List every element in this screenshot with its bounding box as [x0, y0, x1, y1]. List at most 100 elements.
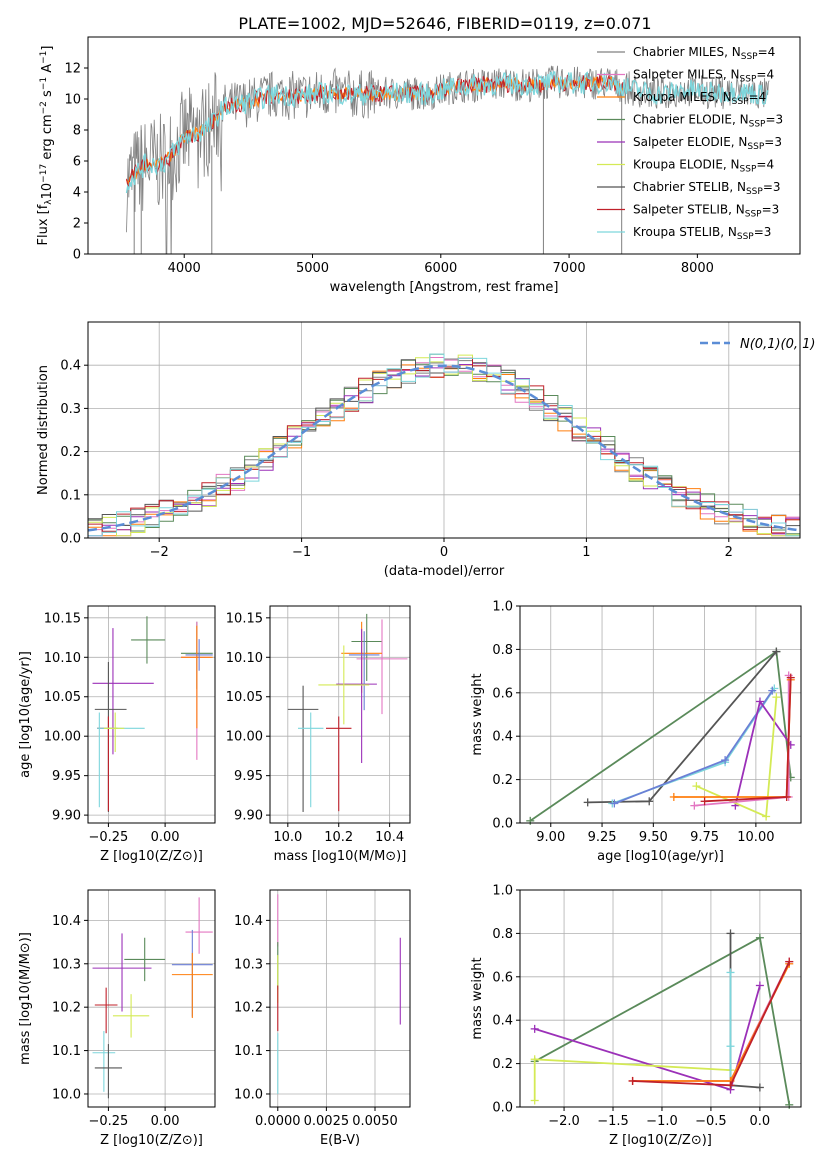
x-axis-label: age [log10(age/yr)] — [597, 849, 724, 864]
plot-frame — [269, 605, 411, 824]
y-tick-label: 0.6 — [492, 686, 513, 701]
y-axis-label: Normed distribution — [36, 365, 51, 495]
legend-sub: SSP — [745, 210, 762, 220]
y-tick-label: 9.95 — [52, 769, 81, 784]
weight-series — [729, 933, 760, 1089]
x-tick-label: 9.50 — [639, 830, 668, 845]
y-tick-label: 10.05 — [226, 690, 263, 705]
y-tick-label: 0.0 — [492, 1101, 513, 1116]
y-tick-label: 10.15 — [44, 611, 81, 626]
residual-histogram — [88, 353, 800, 537]
legend-sub: SSP — [747, 142, 764, 152]
x-tick-label: −2 — [150, 545, 169, 560]
legend-sub: SSP — [740, 75, 757, 85]
y-tick-label: 10.00 — [44, 730, 81, 745]
y-tick-label: 10.00 — [226, 730, 263, 745]
y-tick-label: 10.0 — [52, 1087, 81, 1102]
legend-label: Salpeter ELODIE, NSSP=3 — [633, 135, 782, 152]
histograms — [88, 353, 800, 537]
residuals-panel: −2 −1 0 1 2 0.0 0.1 0.2 0.3 0.4 (data-model)/error… — [36, 321, 816, 579]
legend-label: Salpeter MILES, NSSP=4 — [633, 68, 774, 85]
y-tick-label: 0.0 — [492, 817, 513, 832]
x-tick-label: −0.5 — [695, 1114, 727, 1129]
legend-text: Kroupa STELIB, N — [633, 225, 737, 239]
weight-series — [534, 985, 761, 1091]
y-tick-label: 9.95 — [234, 769, 263, 784]
x-tick-label: −1 — [292, 545, 311, 560]
y-tick-label: 0.2 — [492, 773, 513, 788]
x-tick-label: 6000 — [424, 261, 457, 276]
legend-value: =4 — [756, 158, 774, 172]
y-tick-label: 0.4 — [492, 730, 513, 745]
parameter-panels: −0.25 0.00 9.90 9.95 10.00 10.05 10.10 10.15 Z [… — [18, 600, 802, 1148]
x-tick-label: −0.25 — [88, 1114, 128, 1129]
legend-value: =3 — [762, 203, 780, 217]
legend-sub: SSP — [732, 97, 749, 107]
legend-label: Chabrier STELIB, NSSP=3 — [633, 180, 781, 197]
x-tick-label: 9.75 — [690, 830, 719, 845]
y-tick-label: 1.0 — [492, 600, 513, 615]
legend-value: =4 — [756, 68, 774, 82]
legend-value: =3 — [763, 180, 781, 194]
y-label-part: −1 — [39, 77, 49, 90]
legend-value: =3 — [754, 225, 772, 239]
y-tick-label: 9.90 — [234, 809, 263, 824]
legend-sub: SSP — [741, 52, 758, 62]
x-tick-label: 2 — [725, 545, 733, 560]
y-tick-label: 6 — [73, 155, 81, 170]
plot-frame — [87, 889, 216, 1108]
y-label-part: 10 — [40, 183, 55, 200]
x-axis-label: Z [log10(Z/Z⊙)] — [609, 1133, 712, 1148]
x-tick-label: 0.0050 — [352, 1114, 398, 1129]
spectrum-panel: 4000 5000 6000 7000 8000 0 2 4 6 8 10 12 wavelength … — [36, 36, 801, 295]
y-tick-label: 10.10 — [226, 651, 263, 666]
y-label-part: ] — [40, 46, 55, 51]
legend-text: Chabrier STELIB, N — [633, 180, 746, 194]
legend-value: =3 — [764, 135, 782, 149]
y-tick-label: 0.1 — [60, 488, 81, 503]
x-axis-label: E(B-V) — [320, 1133, 360, 1148]
x-axis-label: Z [log10(Z/Z⊙)] — [100, 1133, 203, 1148]
y-tick-label: 8 — [73, 124, 81, 139]
legend-label: Chabrier ELODIE, NSSP=3 — [633, 113, 783, 130]
y-tick-label: 0.4 — [492, 1014, 513, 1029]
x-tick-label: 5000 — [296, 261, 329, 276]
y-tick-label: 2 — [73, 217, 81, 232]
y-tick-label: 12 — [64, 62, 81, 77]
legend-text: Salpeter MILES, N — [633, 68, 740, 82]
plot-frame — [519, 605, 802, 824]
x-tick-label: 9.00 — [536, 830, 565, 845]
legend-label: N(0,1)(0, 1) — [740, 337, 816, 352]
y-tick-label: 9.90 — [52, 809, 81, 824]
y-tick-label: 10.2 — [52, 1001, 81, 1016]
y-tick-label: 1.0 — [492, 884, 513, 899]
plot-frame — [87, 36, 801, 255]
model-spectrum — [125, 71, 769, 194]
weight-series — [704, 677, 792, 803]
x-axis-label: wavelength [Angstrom, rest frame] — [330, 280, 559, 295]
x-axis-label: mass [log10(M/M⊙)] — [274, 849, 407, 864]
x-tick-label: 0.00 — [151, 830, 180, 845]
x-tick-label: −1.5 — [597, 1114, 629, 1129]
legend-text: Salpeter ELODIE, N — [633, 135, 747, 149]
legend-text: Chabrier ELODIE, N — [633, 113, 749, 127]
legend-label: Kroupa STELIB, NSSP=3 — [633, 225, 771, 242]
x-tick-label: 0.0000 — [255, 1114, 301, 1129]
y-tick-label: 0.6 — [492, 970, 513, 985]
x-tick-label: 0 — [440, 545, 448, 560]
legend-label: Chabrier MILES, NSSP=4 — [633, 45, 775, 62]
legend-sub: SSP — [749, 120, 766, 130]
y-label-part: −17 — [39, 164, 49, 183]
legend-text: Salpeter STELIB, N — [633, 203, 745, 217]
y-label-part: −2 — [39, 101, 49, 114]
y-label-part: λ — [44, 199, 54, 205]
y-tick-label: 0.3 — [60, 402, 81, 417]
x-tick-label: −2.0 — [548, 1114, 580, 1129]
x-tick-label: 4000 — [168, 261, 201, 276]
y-tick-label: 10.2 — [234, 1001, 263, 1016]
legend-value: =4 — [749, 90, 767, 104]
y-tick-label: 0.8 — [492, 643, 513, 658]
y-tick-label: 10.3 — [234, 957, 263, 972]
y-tick-label: 10.1 — [52, 1044, 81, 1059]
legend-value: =3 — [765, 113, 783, 127]
